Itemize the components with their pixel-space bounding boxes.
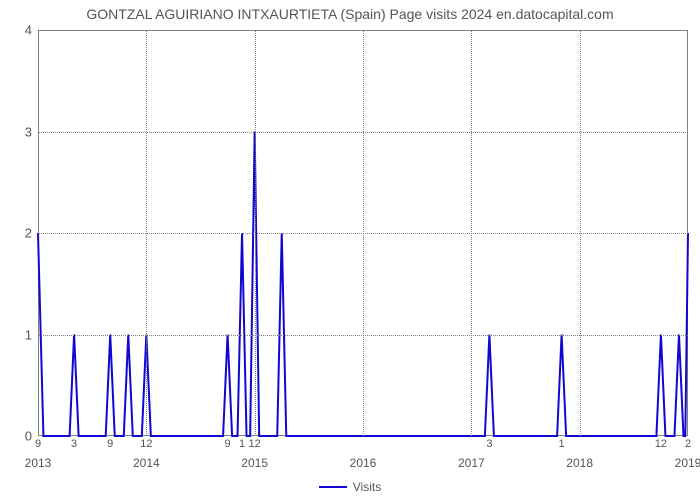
- x-year-label: 2014: [133, 454, 160, 470]
- x-point-label: 9: [225, 436, 231, 450]
- x-point-label: 3: [486, 436, 492, 450]
- visits-line-chart: GONTZAL AGUIRIANO INTXAURTIETA (Spain) P…: [0, 0, 700, 500]
- x-gridline: [363, 30, 364, 436]
- x-point-label: 1: [559, 436, 565, 450]
- plot-area: 0123420132014201520162017201820199391291…: [38, 30, 688, 436]
- x-year-label: 2015: [241, 454, 268, 470]
- x-gridline: [255, 30, 256, 436]
- y-tick-label: 4: [25, 23, 38, 38]
- legend-swatch: [319, 486, 347, 488]
- x-point-label: 3: [71, 436, 77, 450]
- x-point-label: 12: [249, 436, 261, 450]
- chart-legend: Visits: [0, 480, 700, 494]
- x-point-label: 9: [107, 436, 113, 450]
- x-year-label: 2017: [458, 454, 485, 470]
- chart-title: GONTZAL AGUIRIANO INTXAURTIETA (Spain) P…: [0, 6, 700, 22]
- x-year-label: 2019: [675, 454, 700, 470]
- x-point-label: 1: [239, 436, 245, 450]
- x-point-label: 2: [685, 436, 691, 450]
- legend-label: Visits: [353, 480, 381, 494]
- x-gridline: [580, 30, 581, 436]
- x-point-label: 9: [35, 436, 41, 450]
- y-tick-label: 2: [25, 226, 38, 241]
- x-point-label: 12: [140, 436, 152, 450]
- x-year-label: 2016: [350, 454, 377, 470]
- x-year-label: 2018: [566, 454, 593, 470]
- x-gridline: [146, 30, 147, 436]
- x-point-label: 12: [655, 436, 667, 450]
- x-gridline: [471, 30, 472, 436]
- y-tick-label: 1: [25, 327, 38, 342]
- x-year-label: 2013: [25, 454, 52, 470]
- y-tick-label: 3: [25, 124, 38, 139]
